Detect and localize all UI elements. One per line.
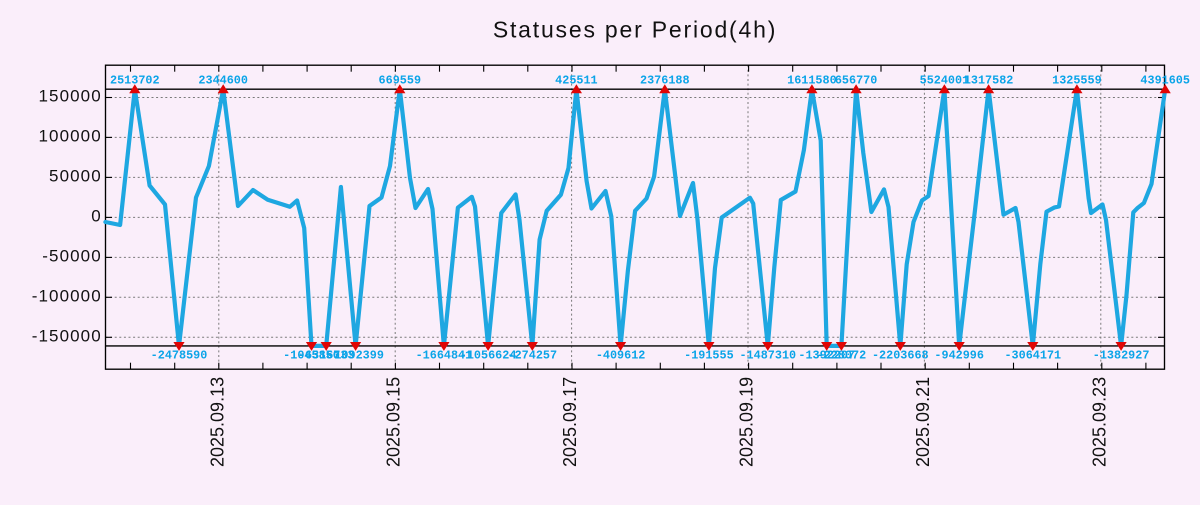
svg-text:-6316733: -6316733 — [298, 349, 355, 363]
svg-text:-1664841: -1664841 — [416, 349, 473, 363]
svg-text:2376188: 2376188 — [640, 74, 690, 88]
svg-text:-1382927: -1382927 — [1093, 349, 1150, 363]
svg-text:2344600: 2344600 — [198, 74, 248, 88]
svg-text:-1092399: -1092399 — [327, 349, 384, 363]
svg-text:Statuses per Period(4h): Statuses per Period(4h) — [493, 17, 777, 43]
svg-text:-1487310: -1487310 — [739, 349, 796, 363]
svg-text:425511: 425511 — [555, 74, 597, 88]
svg-text:-1056624: -1056624 — [460, 349, 517, 363]
svg-text:-2203668: -2203668 — [872, 349, 929, 363]
svg-text:2513702: 2513702 — [110, 74, 160, 88]
svg-text:-191555: -191555 — [684, 349, 734, 363]
svg-text:2025.09.21: 2025.09.21 — [913, 377, 933, 467]
svg-text:656770: 656770 — [835, 74, 877, 88]
svg-text:-2478590: -2478590 — [151, 349, 208, 363]
svg-text:-1392207: -1392207 — [798, 349, 855, 363]
svg-text:-150000: -150000 — [32, 326, 102, 345]
svg-text:4391605: 4391605 — [1140, 74, 1190, 88]
svg-text:2025.09.15: 2025.09.15 — [384, 377, 404, 467]
svg-text:150000: 150000 — [38, 87, 101, 106]
svg-text:2025.09.17: 2025.09.17 — [560, 377, 580, 467]
svg-text:669559: 669559 — [379, 74, 421, 88]
svg-text:-228072: -228072 — [817, 349, 867, 363]
svg-text:50000: 50000 — [49, 166, 102, 185]
svg-text:1325559: 1325559 — [1052, 74, 1102, 88]
svg-text:-100000: -100000 — [32, 286, 102, 305]
svg-text:-942996: -942996 — [934, 349, 984, 363]
svg-text:-50000: -50000 — [42, 246, 102, 265]
svg-text:-409612: -409612 — [596, 349, 646, 363]
svg-text:2025.09.13: 2025.09.13 — [207, 377, 227, 467]
svg-text:0: 0 — [91, 206, 102, 225]
svg-text:1317582: 1317582 — [964, 74, 1014, 88]
svg-text:2025.09.19: 2025.09.19 — [737, 377, 757, 467]
svg-text:5524001: 5524001 — [920, 74, 970, 88]
svg-text:1611580: 1611580 — [787, 74, 837, 88]
svg-text:100000: 100000 — [38, 126, 101, 145]
svg-text:2025.09.23: 2025.09.23 — [1089, 377, 1109, 467]
svg-text:-3064171: -3064171 — [1004, 349, 1061, 363]
svg-text:-274257: -274257 — [508, 349, 558, 363]
svg-text:-1045850: -1045850 — [283, 349, 340, 363]
